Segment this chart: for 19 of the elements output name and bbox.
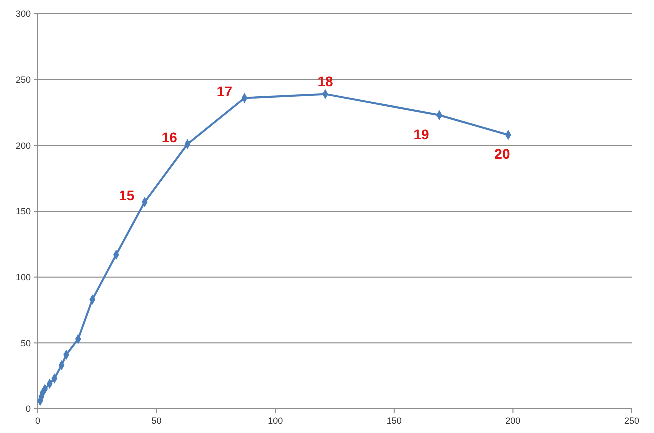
- y-tick-label: 200: [16, 140, 31, 151]
- annotation: 15: [119, 187, 135, 204]
- x-tick-label: 200: [506, 416, 521, 426]
- annotation: 20: [494, 146, 510, 162]
- y-tick-label: 150: [16, 206, 31, 217]
- x-tick-label: 250: [624, 416, 640, 426]
- annotation: 18: [318, 73, 334, 90]
- x-tick-label: 50: [152, 416, 162, 426]
- annotation: 19: [414, 126, 430, 142]
- x-tick-label: 0: [35, 416, 41, 426]
- x-tick-label: 150: [386, 416, 402, 426]
- annotation: 16: [162, 129, 178, 146]
- y-tick-label: 0: [26, 404, 31, 414]
- y-tick-label: 250: [16, 74, 31, 85]
- y-tick-label: 100: [16, 272, 31, 282]
- x-tick-label: 100: [268, 416, 284, 426]
- annotation: 17: [216, 83, 233, 100]
- y-tick-label: 300: [16, 9, 31, 20]
- y-tick-label: 50: [20, 338, 31, 348]
